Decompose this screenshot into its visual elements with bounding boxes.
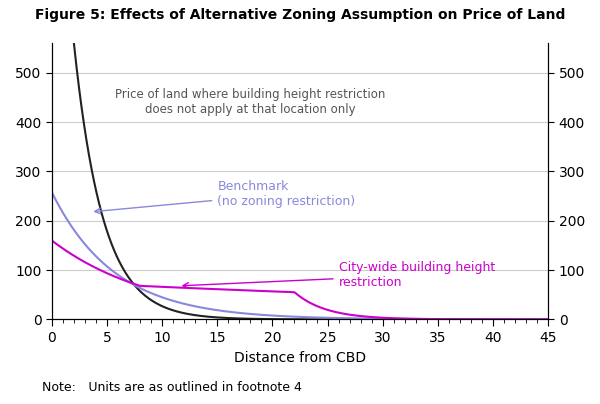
Text: Figure 5: Effects of Alternative Zoning Assumption on Price of Land: Figure 5: Effects of Alternative Zoning … [35, 8, 565, 22]
Text: Note: Units are as outlined in footnote 4: Note: Units are as outlined in footnote … [42, 381, 302, 394]
X-axis label: Distance from CBD: Distance from CBD [234, 351, 366, 365]
Text: City-wide building height
restriction: City-wide building height restriction [183, 261, 495, 289]
Text: Benchmark
(no zoning restriction): Benchmark (no zoning restriction) [95, 180, 355, 214]
Text: Price of land where building height restriction
does not apply at that location : Price of land where building height rest… [115, 88, 386, 116]
